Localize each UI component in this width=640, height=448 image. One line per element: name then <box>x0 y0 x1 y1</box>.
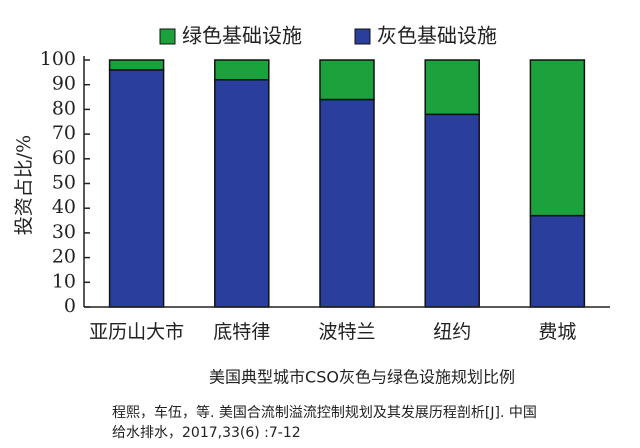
bar-segment <box>424 59 480 116</box>
legend-label: 灰色基础设施 <box>377 24 497 48</box>
y-tick-label: 60 <box>52 147 76 169</box>
y-tick-label: 90 <box>52 73 76 95</box>
y-tick-label: 50 <box>52 172 76 194</box>
x-tick-label: 费城 <box>538 321 576 343</box>
chart-title: 美国典型城市CSO灰色与绿色设施规划比例 <box>209 368 515 387</box>
y-tick-label: 70 <box>52 122 76 144</box>
y-tick-label: 40 <box>52 196 76 218</box>
legend-label: 绿色基础设施 <box>182 24 302 48</box>
x-tick-label: 纽约 <box>433 321 471 343</box>
y-tick-label: 30 <box>52 221 76 243</box>
source-line: 程熙，车伍，等. 美国合流制溢流控制规划及其发展历程剖析[J]. 中国 <box>112 404 537 421</box>
x-tick-label: 波特兰 <box>318 321 375 343</box>
source-line: 给水排水，2017,33(6) :7-12 <box>112 425 301 441</box>
bar-segment <box>529 214 586 308</box>
y-tick-label: 100 <box>40 48 76 70</box>
y-tick-label: 10 <box>52 270 76 292</box>
bar-segment <box>529 59 586 217</box>
bar-segment <box>214 79 270 308</box>
y-axis-label: 投资占比/% <box>13 135 35 235</box>
x-tick-label: 底特律 <box>213 321 270 343</box>
bar-segment <box>108 59 165 71</box>
bar-segment <box>424 113 480 308</box>
y-tick-label: 80 <box>52 97 76 119</box>
bar-segment <box>214 59 270 81</box>
y-tick-label: 0 <box>64 295 76 317</box>
y-tick-label: 20 <box>52 246 76 268</box>
legend-swatch <box>354 28 371 45</box>
bar-segment <box>319 59 375 101</box>
bar-segment <box>108 69 165 308</box>
x-tick-label: 亚历山大市 <box>89 321 184 343</box>
legend-swatch <box>159 28 176 45</box>
bar-segment <box>319 98 375 308</box>
